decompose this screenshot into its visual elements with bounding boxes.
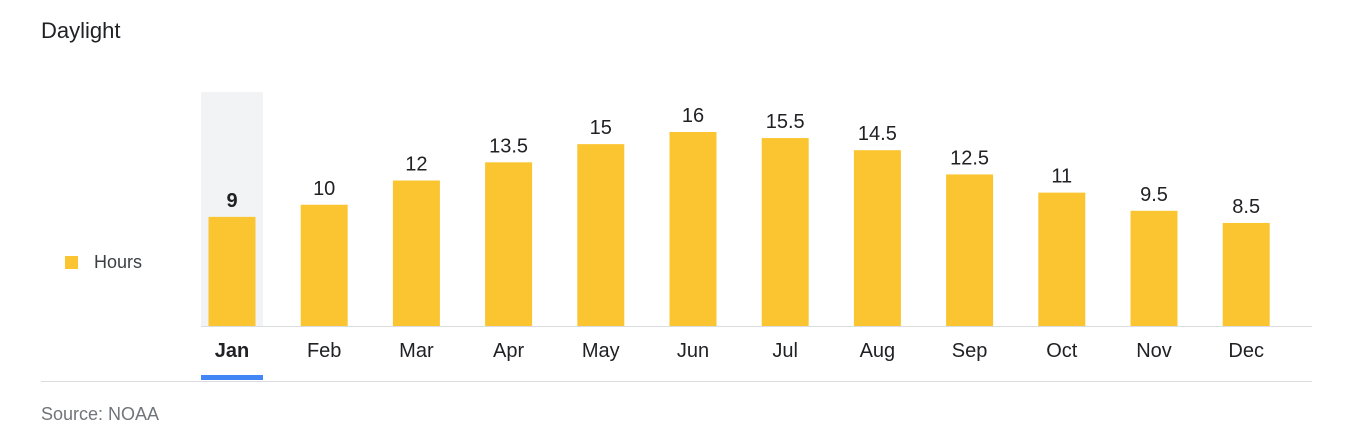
x-tick-label-feb[interactable]: Feb xyxy=(307,340,341,362)
data-label-may: 15 xyxy=(590,117,612,139)
bar-sep[interactable] xyxy=(946,174,994,326)
x-tick-label-apr[interactable]: Apr xyxy=(493,340,524,362)
x-tick-label-jun[interactable]: Jun xyxy=(677,340,709,362)
data-label-apr: 13.5 xyxy=(489,135,528,157)
x-tick-label-nov[interactable]: Nov xyxy=(1136,340,1172,362)
bar-dec[interactable] xyxy=(1222,222,1270,326)
data-label-nov: 9.5 xyxy=(1140,184,1168,206)
legend: Hours xyxy=(65,250,142,274)
x-tick-label-may[interactable]: May xyxy=(582,340,620,362)
x-tick-label-jan[interactable]: Jan xyxy=(215,340,249,362)
bar-aug[interactable] xyxy=(853,150,901,326)
data-label-oct: 11 xyxy=(1051,166,1072,188)
x-tick-label-jul[interactable]: Jul xyxy=(772,340,798,362)
data-label-jan: 9 xyxy=(226,190,237,212)
bar-nov[interactable] xyxy=(1130,210,1178,326)
x-tick-label-sep[interactable]: Sep xyxy=(952,340,988,362)
data-label-feb: 10 xyxy=(313,178,335,200)
bar-may[interactable] xyxy=(577,144,625,326)
legend-label-hours: Hours xyxy=(94,251,143,272)
bar-apr[interactable] xyxy=(485,162,533,326)
data-label-aug: 14.5 xyxy=(858,123,897,145)
x-tick-label-mar[interactable]: Mar xyxy=(399,340,434,362)
bar-jan[interactable] xyxy=(208,216,256,326)
data-label-sep: 12.5 xyxy=(950,147,989,169)
selected-tab-indicator xyxy=(201,375,263,380)
x-tick-label-aug[interactable]: Aug xyxy=(860,340,896,362)
data-label-dec: 8.5 xyxy=(1232,196,1260,218)
data-label-jun: 16 xyxy=(682,105,704,127)
bar-oct[interactable] xyxy=(1038,192,1086,326)
bar-mar[interactable] xyxy=(392,180,440,327)
bar-jun[interactable] xyxy=(669,132,717,326)
data-label-mar: 12 xyxy=(405,154,427,176)
chart-title: Daylight xyxy=(41,18,121,43)
bar-feb[interactable] xyxy=(300,204,348,326)
data-label-jul: 15.5 xyxy=(766,111,805,133)
bar-jul[interactable] xyxy=(761,138,809,326)
x-tick-label-oct[interactable]: Oct xyxy=(1046,340,1078,362)
x-tick-label-dec[interactable]: Dec xyxy=(1228,340,1264,362)
legend-swatch-hours xyxy=(65,255,78,269)
source-note: Source: NOAA xyxy=(41,404,160,424)
